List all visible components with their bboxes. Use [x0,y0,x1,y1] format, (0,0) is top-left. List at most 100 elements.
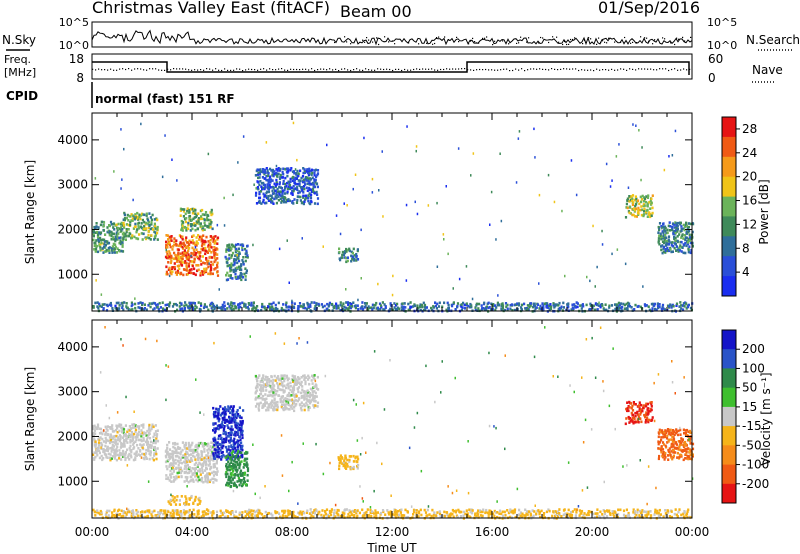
echo-cell [315,303,318,307]
echo-cell [195,240,198,243]
echo-cell [212,304,215,308]
echo-cell [221,446,224,450]
echo-cell [177,463,180,467]
echo-cell [287,509,290,512]
echo-cell [303,403,306,406]
echo-cell [219,514,222,518]
echo-cell [639,195,642,199]
echo-cell [171,466,175,469]
echo-cell [213,462,216,466]
echo-cell [539,304,542,308]
echo-cell [644,418,648,422]
echo-cell [297,386,301,389]
echo-cell [156,433,159,436]
echo-cell [685,307,688,310]
echo-cell [288,185,291,188]
echo-cell [634,414,637,418]
echo-cell [167,256,170,260]
echo-cell [670,244,673,247]
echo-cell [536,303,539,306]
echo-cell [230,265,233,269]
echo-cell [227,409,230,413]
echo-cell [344,454,347,458]
echo-cell [213,307,216,310]
nave-point [515,68,517,70]
echo-cell [188,466,191,469]
echo-cell [124,456,127,460]
echo-cell [170,272,173,276]
echo-cell [630,411,633,415]
echo-cell [124,450,127,454]
echo-cell [676,451,679,455]
echo-cell [104,436,107,440]
echo-cell [126,306,129,310]
echo-cell [355,455,358,459]
echo-cell [187,258,190,262]
echo-cell [206,261,209,264]
echo-cell [268,308,272,312]
echo-cell [663,435,666,439]
echo-cell [298,511,301,515]
echo-cell [552,302,555,305]
echo-cell [120,458,123,461]
echo-cell [167,476,170,479]
echo-cell [181,448,184,452]
echo-cell [222,454,225,457]
echo-cell [143,224,146,228]
nave-point [383,68,385,71]
echo-cell [313,509,316,512]
nsearch-point [388,41,390,43]
echo-cell [674,451,677,454]
colorbar-tick-label: 4 [742,265,750,279]
echo-cell [109,438,112,442]
echo-cell [277,167,280,170]
echo-speckle [322,245,324,248]
echo-cell [370,306,373,309]
echo-cell [300,176,303,180]
echo-cell [688,439,691,442]
echo-cell [306,509,309,513]
echo-cell [277,384,280,387]
echo-cell [647,213,650,216]
echo-cell [240,272,243,276]
echo-cell [147,222,150,226]
echo-cell [320,303,323,306]
echo-cell [285,200,288,204]
echo-cell [574,305,577,308]
echo-cell [139,301,142,304]
echo-cell [243,463,246,466]
echo-cell [205,454,208,457]
nsearch-point [662,37,664,39]
echo-speckle [594,285,596,288]
echo-speckle [121,178,123,181]
echo-cell [639,417,642,421]
echo-cell [240,473,243,476]
echo-cell [292,385,295,388]
echo-cell [119,513,122,516]
echo-cell [172,445,175,449]
echo-cell [209,242,212,245]
echo-cell [599,305,602,309]
echo-cell [116,445,119,449]
echo-cell [118,454,121,458]
echo-cell [627,210,630,213]
echo-cell [168,448,172,451]
echo-cell [117,227,120,230]
echo-cell [301,305,304,309]
echo-cell [283,195,286,199]
echo-cell [230,467,233,471]
echo-cell [239,243,242,247]
y-tick-label: 2000 [57,222,88,236]
echo-cell [280,201,283,204]
echo-cell [191,441,194,445]
echo-cell [540,307,543,311]
echo-cell [227,484,230,487]
echo-cell [345,250,348,253]
echo-cell [630,418,633,422]
echo-cell [608,304,611,308]
echo-cell [255,191,258,195]
echo-cell [123,301,126,304]
echo-cell [664,249,667,252]
echo-cell [128,425,131,428]
echo-cell [207,442,210,446]
